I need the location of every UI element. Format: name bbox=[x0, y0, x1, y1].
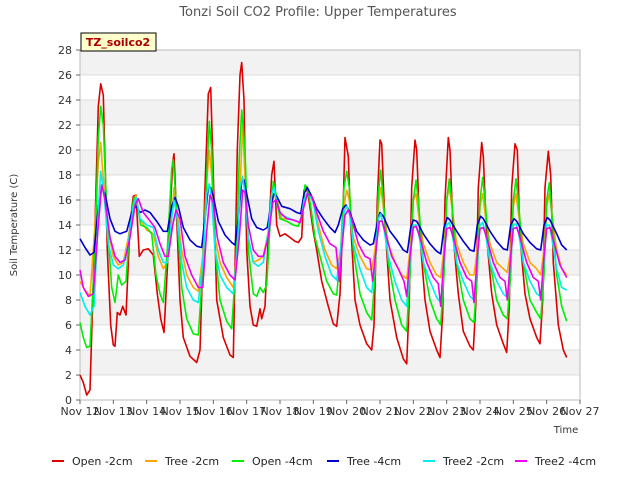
y-tick-label: 14 bbox=[58, 219, 72, 232]
x-tick-label: Nov 25 bbox=[494, 405, 533, 418]
x-tick-label: Nov 27 bbox=[561, 405, 600, 418]
x-tick-label: Nov 26 bbox=[527, 405, 566, 418]
y-tick-label: 12 bbox=[58, 244, 72, 257]
grid-band bbox=[80, 125, 580, 150]
y-tick-label: 26 bbox=[58, 69, 72, 82]
x-tick-label: Nov 13 bbox=[94, 405, 133, 418]
legend-label: Tree -4cm bbox=[346, 455, 401, 468]
series-line-tree-4cm bbox=[79, 179, 568, 256]
grid-band bbox=[80, 225, 580, 250]
x-tick-label: Nov 12 bbox=[61, 405, 100, 418]
x-tick-label: Nov 15 bbox=[161, 405, 200, 418]
grid-band bbox=[80, 100, 580, 125]
x-tick-label: Nov 23 bbox=[427, 405, 466, 418]
y-tick-label: 8 bbox=[65, 294, 72, 307]
x-tick-label: Nov 20 bbox=[327, 405, 366, 418]
y-tick-label: 10 bbox=[58, 269, 72, 282]
legend-label: Tree2 -2cm bbox=[442, 455, 504, 468]
chart-title: Tonzi Soil CO2 Profile: Upper Temperatur… bbox=[178, 5, 457, 20]
x-tick-label: Nov 19 bbox=[294, 405, 333, 418]
y-tick-label: 16 bbox=[58, 194, 72, 207]
site-label: TZ_soilco2 bbox=[86, 36, 150, 49]
grid-band bbox=[80, 350, 580, 375]
y-tick-label: 22 bbox=[58, 119, 72, 132]
x-tick-label: Nov 24 bbox=[461, 405, 500, 418]
y-tick-label: 28 bbox=[58, 44, 72, 57]
legend-label: Open -4cm bbox=[252, 455, 313, 468]
grid-band bbox=[80, 75, 580, 100]
grid-band bbox=[80, 375, 580, 400]
y-axis-label: Soil Temperature (C) bbox=[9, 174, 20, 277]
y-tick-label: 2 bbox=[65, 369, 72, 382]
x-tick-label: Nov 14 bbox=[127, 405, 166, 418]
legend-label: Tree2 -4cm bbox=[534, 455, 596, 468]
legend: Open -2cm Tree -2cm Open -4cm Tree -4cm Tree… bbox=[52, 455, 596, 468]
y-tick-label: 18 bbox=[58, 169, 72, 182]
grid-band bbox=[80, 150, 580, 175]
legend-label: Open -2cm bbox=[72, 455, 133, 468]
legend-label: Tree -2cm bbox=[164, 455, 219, 468]
y-tick-label: 6 bbox=[65, 319, 72, 332]
x-tick-label: Nov 17 bbox=[227, 405, 266, 418]
x-tick-label: Nov 18 bbox=[261, 405, 300, 418]
grid-band bbox=[80, 175, 580, 200]
y-tick-label: 0 bbox=[65, 394, 72, 407]
series-line-tree2-4cm bbox=[79, 184, 568, 308]
y-tick-label: 24 bbox=[58, 94, 72, 107]
y-tick-label: 4 bbox=[65, 344, 72, 357]
series-lines bbox=[79, 61, 568, 396]
series-line-open-4cm bbox=[79, 105, 568, 349]
x-axis-label: Time bbox=[553, 425, 578, 436]
x-tick-label: Nov 21 bbox=[361, 405, 400, 418]
grid-band bbox=[80, 50, 580, 75]
y-tick-label: 20 bbox=[58, 144, 72, 157]
site-label-box: TZ_soilco2 bbox=[80, 32, 157, 52]
x-tick-label: Nov 22 bbox=[394, 405, 433, 418]
grid-band bbox=[80, 200, 580, 225]
x-tick-label: Nov 16 bbox=[194, 405, 233, 418]
